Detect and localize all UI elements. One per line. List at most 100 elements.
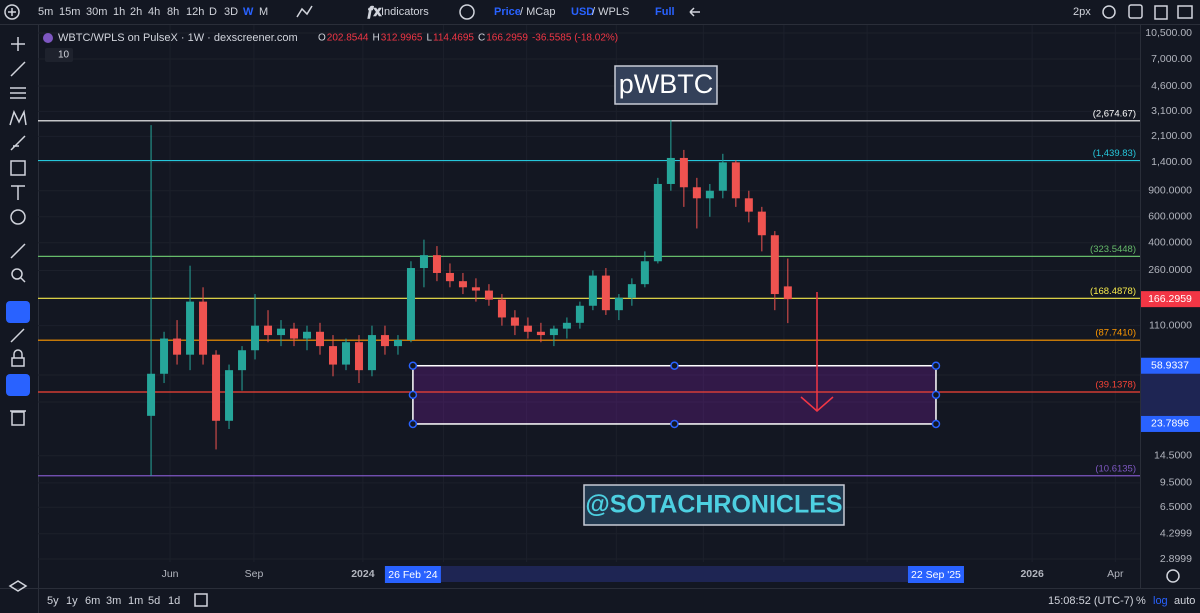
ohlc-key: C	[478, 33, 485, 44]
chart-style[interactable]	[296, 5, 313, 18]
candle-body	[744, 198, 753, 212]
candle-body	[225, 370, 234, 421]
hide-tool[interactable]	[6, 374, 30, 396]
candle-body	[484, 290, 493, 300]
lock-tool[interactable]	[11, 349, 25, 367]
alert-icon[interactable]	[459, 4, 475, 20]
magnet-tool[interactable]	[6, 301, 30, 323]
shape-tool[interactable]	[10, 160, 26, 176]
level-label: (39.1378)	[1095, 380, 1136, 391]
y-tick-label: 900.0000	[1148, 185, 1192, 197]
candle-body	[367, 335, 376, 371]
toolbar-item[interactable]: 4h	[148, 6, 160, 18]
y-tick-label: 7,000.00	[1151, 53, 1192, 65]
toolbar-item[interactable]: / MCap	[520, 6, 555, 18]
zone-handle	[670, 419, 679, 429]
toolbar-item[interactable]: 5m	[38, 6, 53, 18]
toolbar-item[interactable]: / WPLS	[592, 6, 629, 18]
toolbar-item[interactable]: 12h	[186, 6, 204, 18]
bottom-item[interactable]: 6m	[85, 595, 100, 607]
candle-body	[406, 268, 415, 340]
y-tick-label: 9.5000	[1160, 477, 1192, 489]
candle-body	[290, 328, 299, 339]
trendline-tool[interactable]	[10, 61, 26, 77]
bottom-item[interactable]: 1m	[128, 595, 143, 607]
y-tick-label: 4,600.00	[1151, 80, 1192, 92]
ohlc-key: O	[318, 33, 326, 44]
fullscreen[interactable]	[1177, 5, 1193, 19]
toolbar-item[interactable]: Price	[494, 6, 521, 18]
level-label: (10.6135)	[1095, 463, 1136, 474]
zoom-tool[interactable]	[11, 268, 26, 283]
bottom-item[interactable]: %	[1136, 595, 1146, 607]
emoji-tool[interactable]	[10, 209, 26, 225]
candle-body	[588, 275, 597, 306]
trash-tool[interactable]	[10, 410, 26, 426]
y-tick-label: 4.2999	[1160, 528, 1192, 540]
bottom-item[interactable]: 1y	[66, 595, 78, 607]
candle-body	[238, 350, 247, 371]
toolbar-item[interactable]: D	[209, 6, 217, 18]
y-tick-label: 3,100.00	[1151, 105, 1192, 117]
toolbar-item[interactable]: 2h	[130, 6, 142, 18]
date-marker-box	[907, 566, 964, 583]
candle-body	[575, 305, 584, 323]
annotation-box	[583, 484, 845, 526]
toolbar-item[interactable]: 8h	[167, 6, 179, 18]
undo[interactable]	[689, 7, 700, 17]
bottom-item[interactable]: log	[1153, 595, 1168, 607]
alert-bell[interactable]	[1128, 4, 1143, 19]
zone	[412, 364, 937, 425]
toolbar-item[interactable]: 30m	[86, 6, 107, 18]
add-symbol[interactable]	[4, 4, 20, 20]
toolbar-item[interactable]: 2px	[1073, 6, 1091, 18]
bottom-item[interactable]: 1d	[168, 595, 180, 607]
text-tool[interactable]	[11, 185, 25, 200]
toolbar-item[interactable]: Indicators	[381, 6, 429, 18]
date-range[interactable]	[194, 593, 208, 607]
bottom-item[interactable]: 3m	[106, 595, 121, 607]
y-tick-label: 600.0000	[1148, 211, 1192, 223]
axis-settings[interactable]	[1166, 569, 1180, 583]
ohlc-value: 312.9965	[381, 33, 423, 44]
toolbar-item[interactable]: M	[259, 6, 268, 18]
candle-body	[718, 162, 727, 191]
pencil-tool[interactable]	[10, 328, 25, 343]
trash[interactable]	[1154, 5, 1168, 20]
fib-tool[interactable]	[10, 87, 26, 99]
bottom-item[interactable]: 5y	[47, 595, 59, 607]
zone-handle	[931, 361, 941, 370]
toolbar-item[interactable]: USD	[571, 6, 594, 18]
candle-body	[705, 190, 714, 199]
toolbar-item[interactable]: 1h	[113, 6, 125, 18]
indicators-icon[interactable]: ƒx	[366, 3, 382, 20]
candle-body	[523, 325, 532, 332]
bottom-item[interactable]: 5d	[148, 595, 160, 607]
crosshair-tool[interactable]	[11, 37, 25, 51]
forecast-tool[interactable]	[10, 135, 26, 151]
candle-body	[497, 299, 506, 318]
layers-tool[interactable]	[8, 580, 28, 592]
x-tick-label: Sep	[245, 568, 264, 580]
toolbar-item[interactable]: Full	[655, 6, 675, 18]
candle-body	[315, 331, 324, 347]
toolbar-item[interactable]: 3D	[224, 6, 238, 18]
level-label: (2,674.67)	[1093, 108, 1136, 119]
toolbar-item[interactable]: W	[243, 6, 254, 18]
ohlc-key: L	[426, 33, 432, 44]
ohlc-key: H	[373, 33, 380, 44]
y-tick-label: 110.0000	[1149, 319, 1192, 331]
bottom-item[interactable]: auto	[1174, 595, 1195, 607]
volume-toggle[interactable]	[45, 48, 73, 62]
candle-body	[173, 338, 182, 355]
candle-body	[601, 275, 610, 311]
annotation: pWBTC	[619, 69, 714, 99]
y-tick-label: 10,500.00	[1145, 27, 1192, 39]
candle-body	[731, 162, 740, 199]
settings[interactable]	[1102, 5, 1116, 19]
measure-tool[interactable]	[10, 243, 26, 259]
pattern-tool[interactable]	[9, 109, 27, 126]
volume-label: 10	[58, 50, 70, 61]
toolbar-item[interactable]: 15m	[59, 6, 80, 18]
